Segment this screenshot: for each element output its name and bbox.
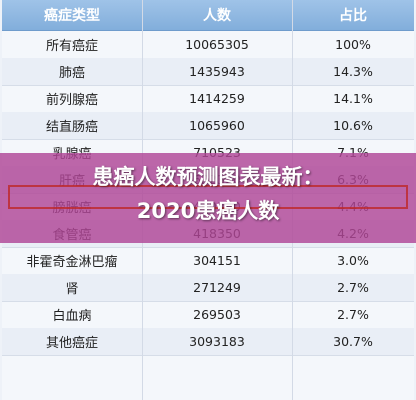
cell-cancer-type: 所有癌症 [45,39,98,54]
cell-percent: 3.0% [337,253,369,268]
banner-line-2: 2020患癌人数 [136,199,280,223]
table-row: 结直肠癌 1065960 10.6% [2,112,414,140]
header-percent: 占比 [339,8,367,24]
banner-line-1: 患癌人数预测图表最新： [92,165,324,189]
cell-count: 269503 [193,307,241,322]
cell-count: 1414259 [189,91,245,106]
table-row: 白血病 269503 2.7% [2,301,414,329]
table-row: 肾 271249 2.7% [2,274,414,302]
cell-count: 3093183 [189,334,245,349]
header-cancer-type: 癌症类型 [44,8,100,24]
cell-count: 304151 [193,253,241,268]
cell-percent: 14.3% [333,64,373,79]
table-row: 非霍奇金淋巴瘤 304151 3.0% [2,247,414,275]
cell-percent: 14.1% [333,91,373,106]
table-row: 其他癌症 3093183 30.7% [2,328,414,356]
title-overlay [0,153,416,243]
cell-percent: 30.7% [333,334,373,349]
cell-cancer-type: 肺癌 [58,66,85,81]
cell-percent: 10.6% [333,118,373,133]
highlight-box [8,185,408,209]
cell-cancer-type: 非霍奇金淋巴瘤 [26,255,118,270]
table-row: 所有癌症 10065305 100% [2,31,414,59]
cell-percent: 100% [335,37,371,52]
banner-title: 患癌人数预测图表最新： 2020患癌人数 [0,160,416,228]
table-row: 前列腺癌 1414259 14.1% [2,85,414,113]
cell-percent: 2.7% [337,280,369,295]
cell-cancer-type: 前列腺癌 [45,93,98,108]
cell-cancer-type: 结直肠癌 [45,120,98,135]
header-count: 人数 [203,8,231,24]
cell-cancer-type: 白血病 [52,309,92,324]
table-row: 肺癌 1435943 14.3% [2,58,414,86]
cell-cancer-type: 其他癌症 [45,336,98,351]
cell-count: 10065305 [185,37,249,52]
cell-count: 271249 [193,280,241,295]
table-header: 癌症类型 人数 占比 [2,0,414,31]
cell-cancer-type: 肾 [65,282,79,297]
cell-percent: 2.7% [337,307,369,322]
cell-count: 1065960 [189,118,245,133]
cell-count: 1435943 [189,64,245,79]
